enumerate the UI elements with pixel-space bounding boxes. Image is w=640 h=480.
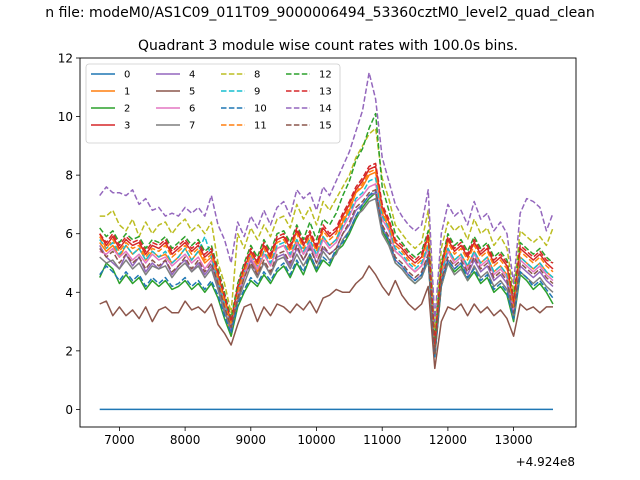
legend-label-0: 0 bbox=[124, 70, 130, 81]
legend-label-2: 2 bbox=[124, 104, 130, 115]
legend-label-15: 15 bbox=[319, 121, 332, 132]
legend-label-13: 13 bbox=[319, 87, 332, 98]
legend-label-10: 10 bbox=[254, 104, 267, 115]
x-tick-label: 10000 bbox=[297, 433, 335, 447]
legend-label-6: 6 bbox=[189, 104, 195, 115]
figure-suptitle: n file: modeM0/AS1C09_011T09_9000006494_… bbox=[45, 5, 594, 21]
legend-label-4: 4 bbox=[189, 70, 195, 81]
y-tick-label: 4 bbox=[65, 286, 73, 300]
series-line-12 bbox=[99, 112, 554, 343]
legend-label-11: 11 bbox=[254, 121, 267, 132]
series-line-15 bbox=[99, 189, 554, 355]
legend-box bbox=[85, 63, 341, 144]
series-line-11 bbox=[99, 168, 554, 349]
legend-label-5: 5 bbox=[189, 87, 195, 98]
y-tick-label: 2 bbox=[65, 344, 73, 358]
series-line-5 bbox=[99, 265, 553, 370]
y-tick-label: 12 bbox=[58, 52, 73, 66]
series-line-8 bbox=[99, 127, 554, 335]
legend-label-7: 7 bbox=[189, 121, 195, 132]
series-line-14 bbox=[99, 71, 554, 323]
legend-label-14: 14 bbox=[319, 104, 332, 115]
y-tick-label: 6 bbox=[65, 227, 73, 241]
plot-area bbox=[79, 57, 577, 428]
series-line-6 bbox=[99, 183, 554, 352]
x-axis: 7000 8000 9000 10000 11000 12000 13000 bbox=[104, 427, 533, 447]
series-line-7 bbox=[99, 197, 554, 355]
legend-label-9: 9 bbox=[254, 87, 260, 98]
chart-title: Quadrant 3 module wise count rates with … bbox=[138, 38, 518, 54]
axes-frame bbox=[79, 57, 577, 428]
series-line-9 bbox=[99, 177, 554, 349]
series-line-3 bbox=[99, 165, 554, 346]
x-axis-offset-label: +4.924e8 bbox=[516, 455, 575, 469]
y-tick-label: 0 bbox=[65, 403, 73, 417]
x-tick-label: 8000 bbox=[170, 433, 201, 447]
series-line-4 bbox=[99, 191, 554, 355]
y-tick-label: 8 bbox=[65, 169, 73, 183]
legend-label-3: 3 bbox=[124, 121, 130, 132]
x-tick-label: 7000 bbox=[104, 433, 135, 447]
legend-label-12: 12 bbox=[319, 70, 332, 81]
x-tick-label: 13000 bbox=[494, 433, 532, 447]
x-tick-label: 9000 bbox=[236, 433, 267, 447]
x-tick-label: 11000 bbox=[363, 433, 401, 447]
legend-label-1: 1 bbox=[124, 87, 130, 98]
legend-label-8: 8 bbox=[254, 70, 260, 81]
series-line-10 bbox=[99, 189, 554, 358]
y-tick-label: 10 bbox=[58, 110, 73, 124]
series-layer bbox=[99, 71, 554, 411]
x-tick-label: 12000 bbox=[429, 433, 467, 447]
y-axis: 0 2 4 6 8 10 12 bbox=[58, 52, 80, 417]
series-line-13 bbox=[99, 162, 554, 346]
series-line-2 bbox=[99, 191, 554, 358]
